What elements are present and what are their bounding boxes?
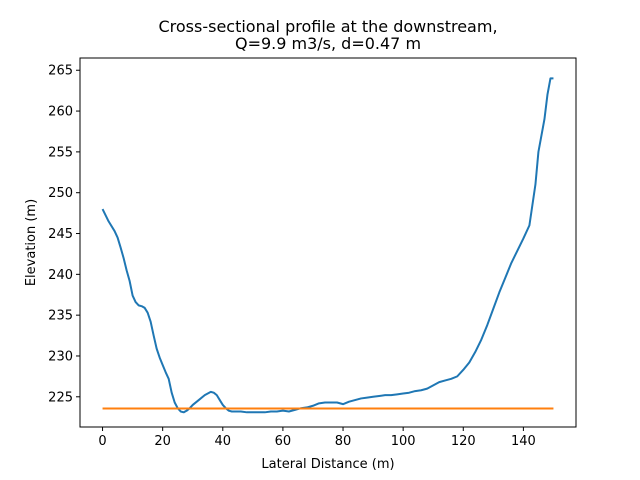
y-tick-label: 225 <box>48 390 73 405</box>
x-tick-label: 20 <box>154 434 171 449</box>
x-tick-label: 80 <box>335 434 352 449</box>
y-tick-label: 245 <box>48 227 73 242</box>
plot-frame <box>79 57 577 428</box>
y-axis-label: Elevation (m) <box>24 199 39 286</box>
x-tick-label: 120 <box>451 434 476 449</box>
y-tick-label: 235 <box>48 309 73 324</box>
x-tick-label: 0 <box>98 434 106 449</box>
x-tick-label: 40 <box>215 434 232 449</box>
axis-ticks: 0 20 40 60 80 100 120 140 225 230 235 240 245 250 255 2… <box>48 64 536 449</box>
y-tick-label: 265 <box>48 64 73 79</box>
x-axis-label: Lateral Distance (m) <box>261 457 394 472</box>
series-terrain-profile <box>101 77 554 414</box>
y-tick-label: 260 <box>48 105 73 120</box>
x-tick-label: 60 <box>275 434 292 449</box>
x-tick-label: 100 <box>391 434 416 449</box>
y-tick-label: 240 <box>48 268 73 283</box>
plot-lines <box>101 77 554 414</box>
chart-title-line1: Cross-sectional profile at the downstrea… <box>158 17 497 36</box>
chart-title-line2: Q=9.9 m3/s, d=0.47 m <box>235 34 421 53</box>
y-tick-label: 250 <box>48 186 73 201</box>
y-tick-label: 230 <box>48 349 73 364</box>
y-tick-label: 255 <box>48 145 73 160</box>
x-tick-label: 140 <box>511 434 536 449</box>
